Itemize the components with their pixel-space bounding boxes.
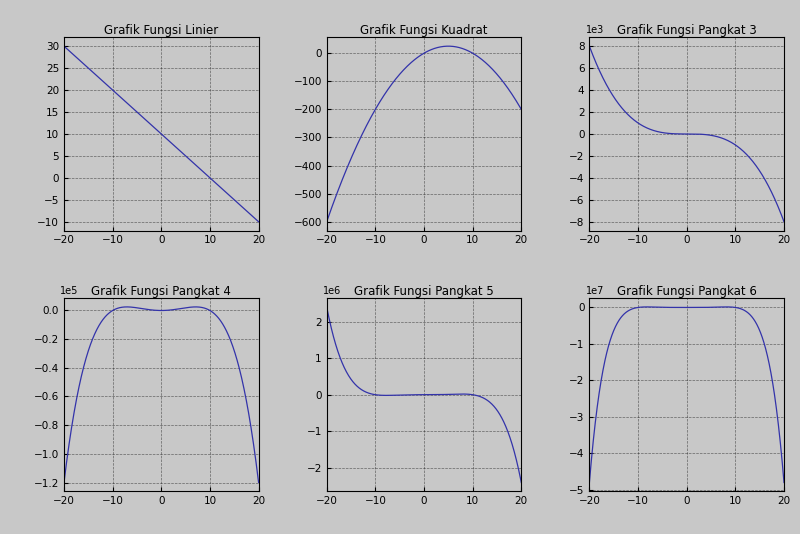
Title: Grafik Fungsi Pangkat 5: Grafik Fungsi Pangkat 5 — [354, 285, 494, 298]
Title: Grafik Fungsi Kuadrat: Grafik Fungsi Kuadrat — [360, 25, 488, 37]
Title: Grafik Fungsi Linier: Grafik Fungsi Linier — [104, 25, 218, 37]
Title: Grafik Fungsi Pangkat 6: Grafik Fungsi Pangkat 6 — [617, 285, 757, 298]
Title: Grafik Fungsi Pangkat 4: Grafik Fungsi Pangkat 4 — [91, 285, 231, 298]
Title: Grafik Fungsi Pangkat 3: Grafik Fungsi Pangkat 3 — [617, 25, 757, 37]
